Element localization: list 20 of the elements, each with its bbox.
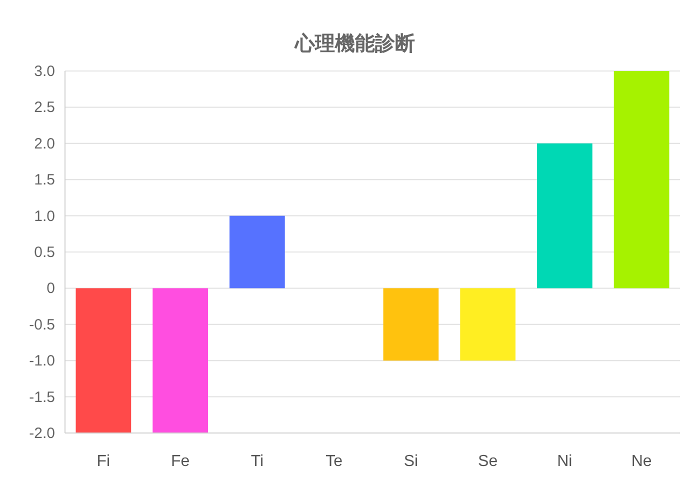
x-tick-label: Te xyxy=(326,453,343,470)
y-tick-label: 0 xyxy=(46,280,55,298)
x-tick-label: Fe xyxy=(170,453,190,470)
y-tick-label: 2.5 xyxy=(34,99,55,116)
x-tick-label: Se xyxy=(478,453,498,470)
x-tick-label: Si xyxy=(404,453,418,470)
x-tick-label: Ni xyxy=(557,453,572,470)
y-tick-label: -2.0 xyxy=(29,425,55,442)
y-tick-label: -0.5 xyxy=(29,316,55,334)
y-tick-label: 2.0 xyxy=(34,135,55,152)
y-tick-label: 0.5 xyxy=(34,244,55,261)
y-tick-label: -1.5 xyxy=(29,388,55,406)
y-tick-label: 1.0 xyxy=(34,208,55,225)
x-tick-label: Ne xyxy=(631,453,652,470)
chart-title: 心理機能診断 xyxy=(294,32,415,55)
y-tick-label: -1.0 xyxy=(29,352,55,370)
x-tick-label: Ti xyxy=(250,453,264,470)
y-tick-label: 3.0 xyxy=(34,63,55,80)
x-tick-label: Fi xyxy=(96,453,110,470)
y-tick-label: 1.5 xyxy=(34,172,55,189)
